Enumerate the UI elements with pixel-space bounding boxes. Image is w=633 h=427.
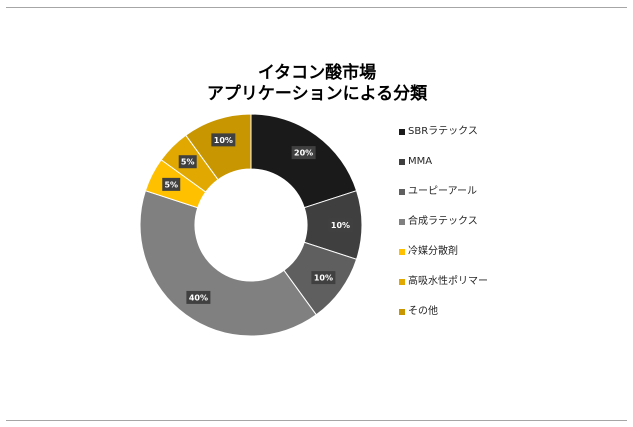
legend-item: 冷媒分散剤	[399, 245, 629, 275]
legend-label: その他	[408, 306, 438, 317]
data-label-text: 5%	[181, 158, 195, 167]
data-label-badge	[291, 146, 316, 160]
chart-title-line-1: イタコン酸市場	[257, 63, 377, 83]
data-label-badge	[311, 271, 336, 285]
legend-label: ユーピーアール	[408, 186, 477, 197]
legend-label: SBRラテックス	[408, 126, 478, 137]
data-label: 10%	[211, 133, 236, 147]
data-label-badge	[186, 290, 211, 304]
data-label: 5%	[178, 155, 197, 169]
legend-swatch	[399, 249, 405, 255]
legend-item: MMA	[399, 155, 629, 185]
data-label-badge	[178, 155, 197, 169]
data-label-text: 10%	[214, 136, 233, 145]
legend-label: 冷媒分散剤	[408, 246, 458, 257]
data-label-text: 5%	[164, 180, 178, 189]
donut-slice	[139, 190, 317, 337]
chart-title-line-2: アプリケーションによる分類	[206, 84, 428, 104]
legend-swatch	[399, 219, 405, 225]
bottom-divider	[6, 420, 627, 421]
donut-slice	[185, 113, 252, 181]
legend-swatch	[399, 279, 405, 285]
chart-legend: SBRラテックス MMA ユーピーアール 合成ラテックス 冷媒分散剤高吸水性ポリマー その…	[399, 125, 629, 335]
legend-label: 合成ラテックス	[408, 216, 478, 227]
data-label: 20%	[291, 146, 316, 160]
data-label-badge	[211, 133, 236, 147]
legend-swatch	[399, 159, 405, 165]
top-divider	[6, 7, 627, 8]
donut-slice	[250, 113, 358, 209]
legend-swatch	[399, 189, 405, 195]
legend-label: 高吸水性ポリマー	[408, 276, 488, 287]
data-label-text: 10%	[314, 274, 333, 283]
data-label-text: 40%	[189, 293, 208, 302]
legend-label: MMA	[408, 156, 433, 167]
chart-title: イタコン酸市場 アプリケーションによる分類	[150, 63, 484, 105]
data-label: 10%	[311, 271, 336, 285]
legend-item: ユーピーアール	[399, 185, 629, 215]
data-label: 40%	[186, 290, 211, 304]
data-label-badge	[162, 177, 181, 191]
legend-item: その他	[399, 305, 629, 335]
legend-swatch	[399, 129, 405, 135]
data-label: 10%	[328, 218, 353, 232]
data-label-text: 10%	[331, 221, 350, 230]
legend-item: 合成ラテックス	[399, 215, 629, 245]
legend-item: SBRラテックス	[399, 125, 629, 155]
legend-swatch	[399, 309, 405, 315]
data-label-badge	[328, 218, 353, 232]
data-label-text: 20%	[294, 149, 313, 158]
data-label: 5%	[162, 177, 181, 191]
legend-item: 高吸水性ポリマー	[399, 275, 629, 305]
